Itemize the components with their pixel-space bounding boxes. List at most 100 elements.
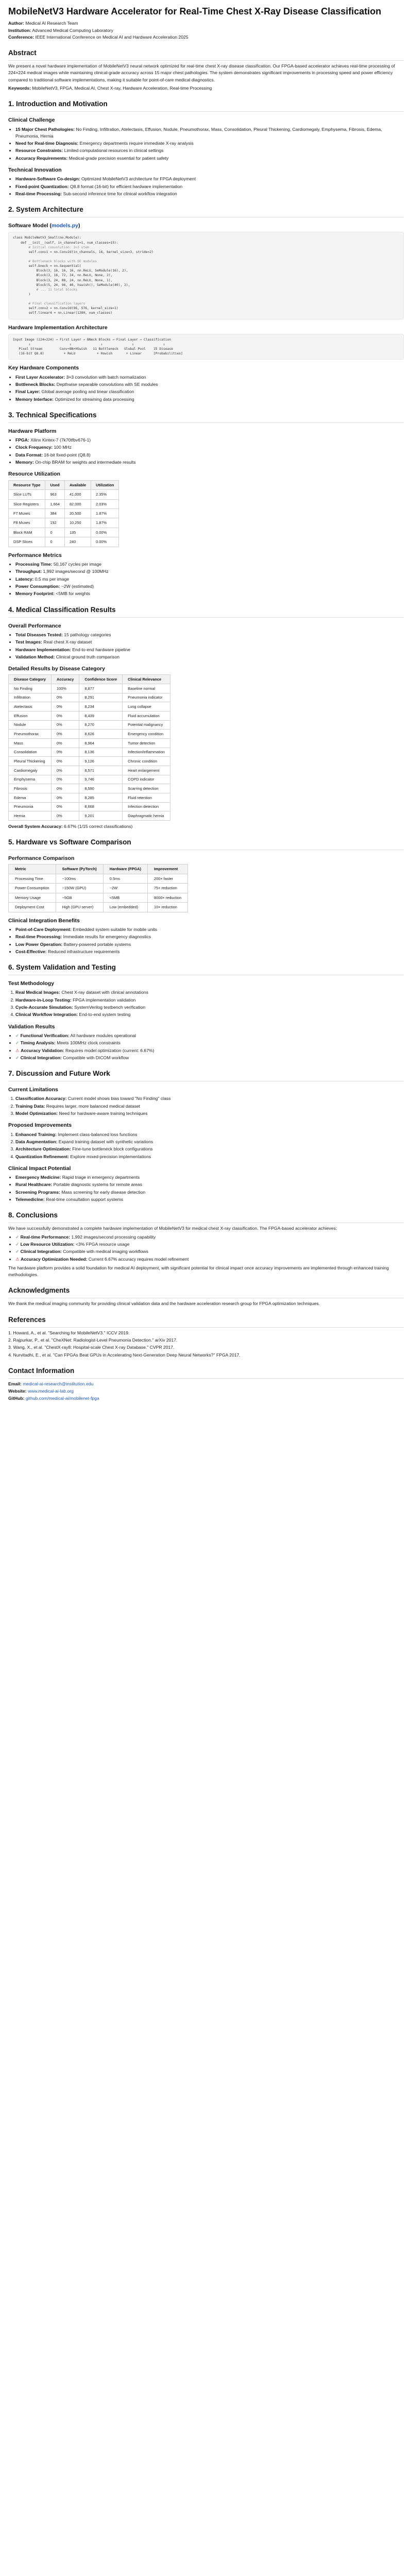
table-row: Memory Usage ~5GB <5MB 8000× reduction: [8, 892, 188, 903]
item-text: Expand training dataset with synthetic v…: [58, 1139, 153, 1144]
table-header-row: Disease Category Accuracy Confidence Score…: [8, 674, 171, 685]
list-item: FPGA: Xilinx Kintex-7 (7k70tfbv676-1): [15, 437, 404, 444]
item-label: Memory Footprint:: [15, 591, 55, 597]
item-text: Medical-grade precision essential for pa…: [68, 155, 169, 161]
table-cell: 0%: [51, 702, 80, 712]
code-line: def __init__(self, in_channels=1, num_cl…: [13, 241, 118, 245]
section-2-heading: 2. System Architecture: [8, 205, 404, 218]
section-8-heading: 8. Conclusions: [8, 1210, 404, 1224]
models-py-link[interactable]: models.py: [52, 223, 78, 229]
section-6-heading: 6. System Validation and Testing: [8, 962, 404, 976]
author-label: Author:: [8, 21, 25, 26]
section-5-heading: 5. Hardware vs Software Comparison: [8, 837, 404, 851]
clinical-challenge-heading: Clinical Challenge: [8, 117, 55, 124]
item-label: Real-time Processing:: [15, 934, 62, 940]
list-item: Emergency Medicine: Rapid triage in emer…: [15, 1174, 404, 1181]
email-link[interactable]: medical-ai-research@institution.edu: [23, 1381, 94, 1386]
item-label: Point-of-Care Deployment:: [15, 927, 72, 933]
item-label: Clinical Integration:: [20, 1249, 62, 1255]
table-cell: High (GPU server): [55, 902, 104, 912]
table-cell: Consolidation: [8, 747, 52, 757]
table-cell: ~100ms: [55, 873, 104, 884]
software-model-heading: Software Model (models.py): [8, 222, 404, 230]
item-text: 1,992 images/second @ 100MHz: [43, 569, 109, 574]
item-label: Data Format:: [15, 452, 43, 457]
github-link[interactable]: github.com/medical-ai/mobilenet-fpga: [25, 1396, 99, 1401]
performance-comparison-table: Metric Software (PyTorch) Hardware (FPGA) I…: [8, 864, 188, 912]
item-label: Timing Analysis:: [20, 1040, 56, 1046]
website-link[interactable]: www.medical-ai-lab.org: [28, 1388, 74, 1394]
item-label: Low Resource Utilization:: [20, 1241, 75, 1247]
table-cell: 9,126: [79, 756, 123, 766]
item-text: Optimized for streaming data processing: [55, 396, 134, 402]
item-text: 1,992 images/second processing capabilit…: [71, 1234, 156, 1240]
list-item: Validation Method: Clinical ground truth…: [15, 654, 404, 660]
table-cell: Pneumothorax: [8, 729, 52, 739]
table-cell: Infiltration: [8, 692, 52, 703]
table-cell: F8 Muxes: [8, 518, 46, 528]
list-item: Point-of-Care Deployment: Embedded syste…: [15, 926, 404, 933]
list-item: Memory Interface: Optimized for streamin…: [15, 396, 404, 403]
test-methodology-list: Real Medical Images: Chest X-ray dataset…: [8, 989, 404, 1018]
table-row: Hernia 0% 9,201 Diaphragmatic hernia: [8, 811, 171, 821]
table-cell: 0%: [51, 756, 80, 766]
acknowledgments-heading: Acknowledgments: [8, 1285, 404, 1299]
item-label: Throughput:: [15, 569, 42, 574]
proposed-improvements-list: Enhanced Training: Implement class-balan…: [8, 1131, 404, 1160]
code-line: Block(5, 24, 96, 40, hswish(), SeModule(…: [13, 283, 130, 287]
table-header-row: Metric Software (PyTorch) Hardware (FPGA) I…: [8, 864, 188, 874]
table-cell: 8,877: [79, 684, 123, 693]
architecture-diagram-block: Input Image (224×224) → First Layer → BN…: [8, 333, 404, 360]
overall-accuracy-label: Overall System Accuracy:: [8, 823, 63, 829]
keywords-value: MobileNetV3, FPGA, Medical AI, Chest X-r…: [32, 86, 212, 91]
list-item: Cycle-Accurate Simulation: SystemVerilog…: [15, 1004, 404, 1011]
item-text: Real chest X-ray dataset: [43, 639, 92, 645]
item-label: Resource Constraints:: [15, 148, 63, 154]
table-cell: 8,291: [79, 692, 123, 703]
table-row: Slice Registers 1,664 82,000 2.03%: [8, 499, 119, 510]
item-label: Cycle-Accurate Simulation:: [15, 1005, 73, 1010]
list-item: Accuracy Requirements: Medical-grade pre…: [15, 155, 404, 162]
item-text: Limited computational resources in clini…: [64, 148, 164, 154]
list-item: Enhanced Training: Implement class-balan…: [15, 1131, 404, 1138]
reference-item: 3. Wang, X., et al. "ChestX-ray8: Hospit…: [8, 1345, 175, 1350]
github-label: GitHub:: [8, 1396, 25, 1401]
table-cell: Effusion: [8, 711, 52, 721]
software-model-label: Software Model (: [8, 223, 52, 229]
list-item: Test Images: Real chest X-ray dataset: [15, 639, 404, 646]
check-icon: ✓: [15, 1241, 20, 1247]
paper-meta: Author: Medical AI Research Team Institu…: [8, 20, 404, 41]
table-row: Consolidation 0% 8,136 Infection/inflammati…: [8, 747, 171, 757]
table-cell: Fluid retention: [122, 792, 171, 803]
institution-label: Institution:: [8, 27, 31, 33]
list-item: Real Medical Images: Chest X-ray dataset…: [15, 989, 404, 996]
table-cell: 0: [45, 527, 65, 538]
list-item: Training Data: Requires larger, more bal…: [15, 1103, 404, 1110]
table-header-cell: Confidence Score: [79, 674, 123, 685]
table-cell: Potential malignancy: [122, 720, 171, 730]
reference-item: 4. Nurvitadhi, E., et al. "Can FPGAs Bea…: [8, 1352, 241, 1358]
item-label: Need for Real-time Diagnosis:: [15, 141, 79, 146]
table-cell: 9,746: [79, 774, 123, 785]
code-line: self.conv1 = nn.Conv2d(in_channels, 16, …: [13, 250, 153, 254]
item-text: 3×3 convolution with batch normalization: [66, 374, 146, 380]
table-cell: 0.5ms: [102, 873, 148, 884]
item-text: Mass screening for early disease detecti…: [61, 1189, 146, 1195]
list-item: Throughput: 1,992 images/second @ 100MHz: [15, 568, 404, 575]
list-item: Clock Frequency: 100 MHz: [15, 444, 404, 451]
item-text: 50,167 cycles per image: [53, 562, 102, 567]
table-cell: Infection detection: [122, 802, 171, 812]
table-cell: 0%: [51, 774, 80, 785]
performance-metrics-list: Processing Time: 50,167 cycles per image…: [8, 561, 404, 598]
table-cell: 8,439: [79, 711, 123, 721]
table-row: Pneumonia 0% 8,668 Infection detection: [8, 802, 171, 812]
overall-performance-list: Total Diseases Tested: 15 pathology cate…: [8, 632, 404, 660]
item-label: Cost-Effective:: [15, 948, 47, 954]
key-components-heading: Key Hardware Components: [8, 365, 79, 371]
table-cell: DSP Slices: [8, 537, 46, 547]
table-cell: 0%: [51, 784, 80, 793]
table-cell: 200× faster: [147, 873, 188, 884]
table-header-row: Resource Type Used Available Utilization: [8, 480, 119, 490]
table-cell: 1.87%: [91, 508, 119, 519]
item-label: Functional Verification:: [20, 1032, 70, 1038]
